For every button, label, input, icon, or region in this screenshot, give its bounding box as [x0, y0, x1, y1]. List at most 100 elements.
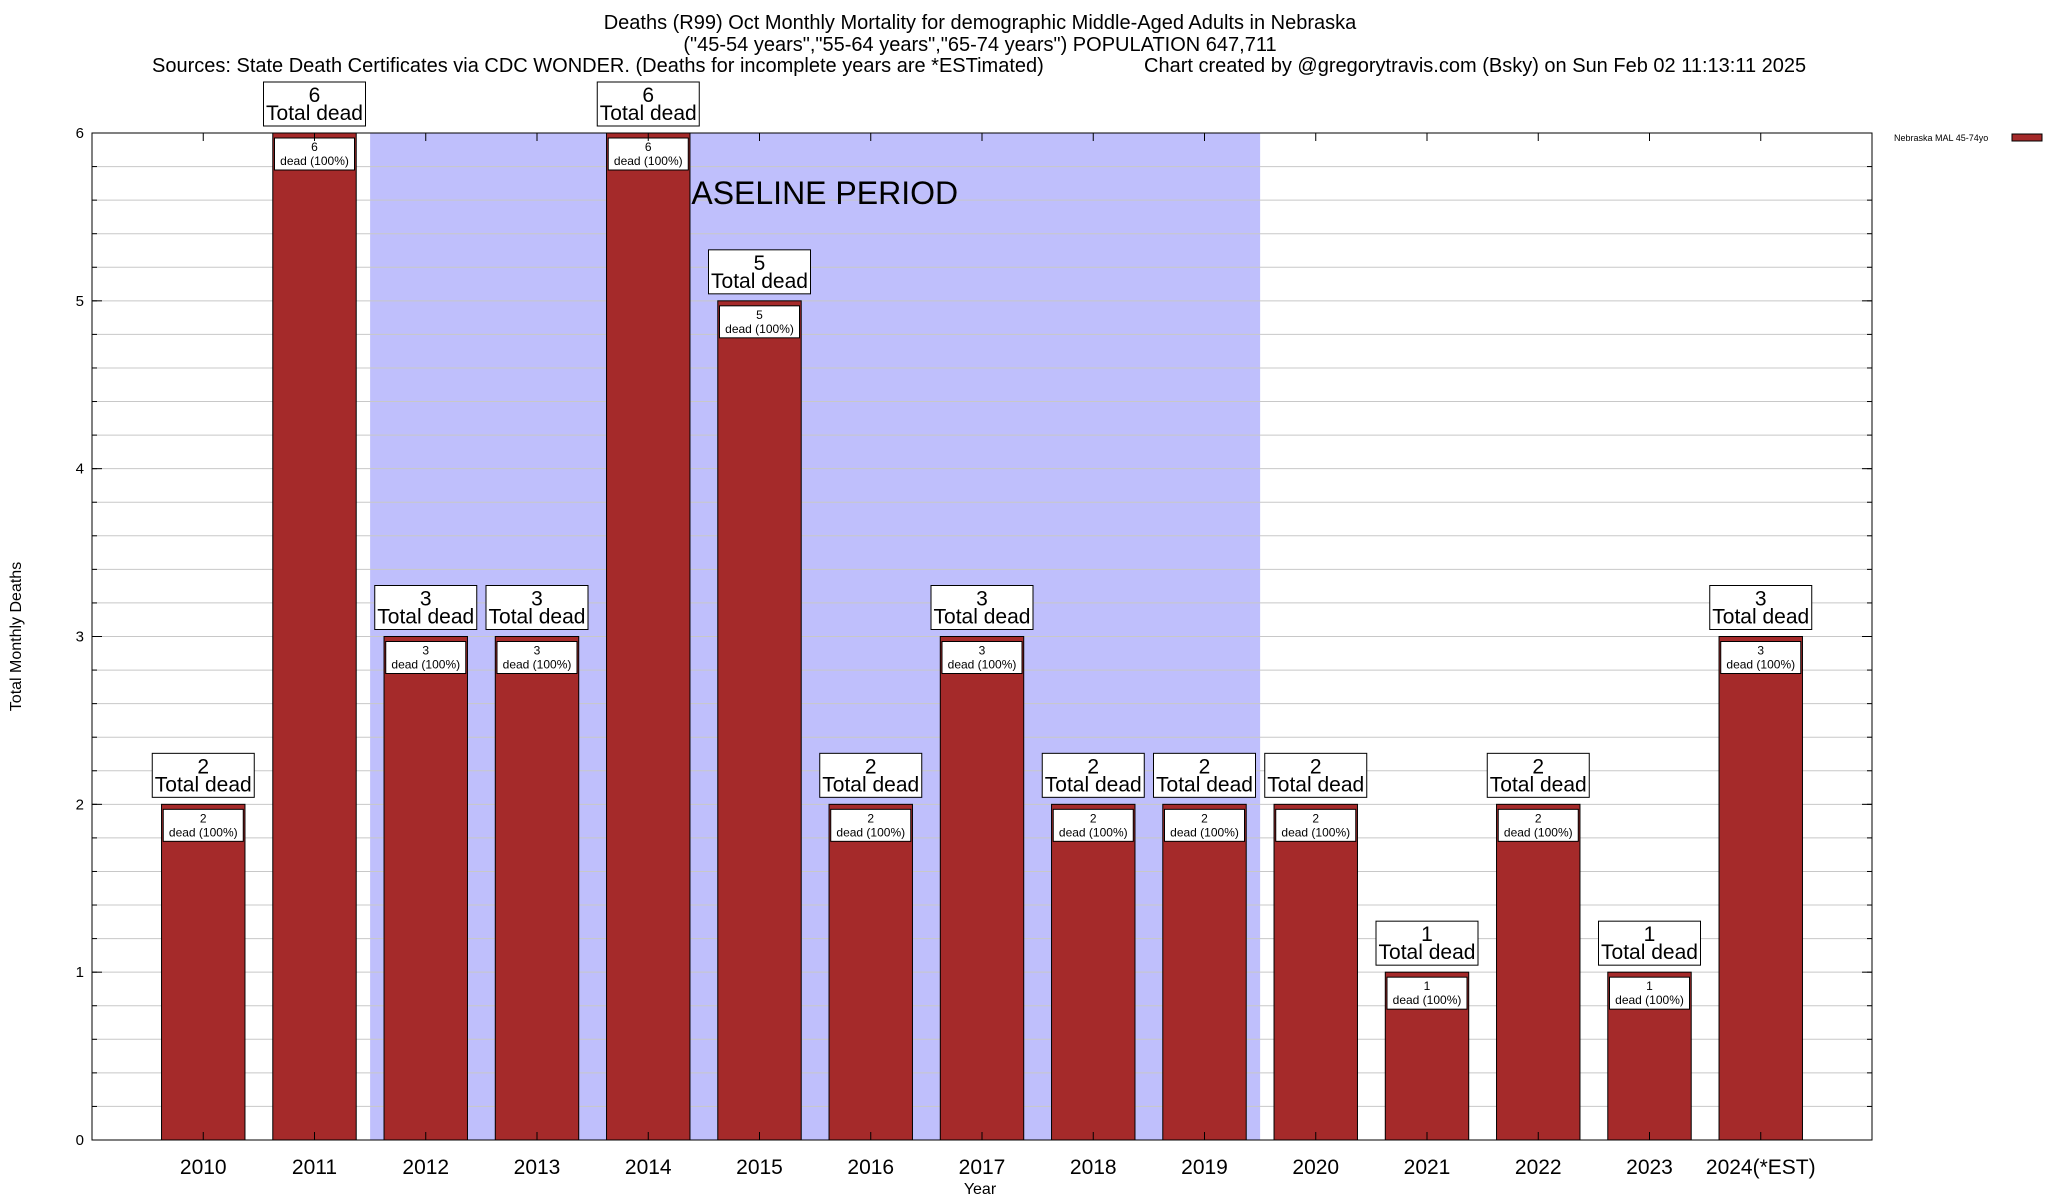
- bar-top-label-box: [151, 752, 255, 798]
- bar: [939, 636, 1025, 1141]
- bar-top-label-suffix: Total dead: [155, 773, 252, 796]
- x-tick-label: 2021: [1404, 1156, 1451, 1179]
- y-axis-label: Total Monthly Deaths: [8, 562, 25, 711]
- chart-title: Deaths (R99) Oct Monthly Mortality for d…: [603, 12, 1357, 34]
- chart-subtitle: ("45-54 years","55-64 years","65-74 year…: [683, 34, 1277, 56]
- y-tick-label: 5: [76, 293, 84, 310]
- x-tick-label: 2010: [180, 1156, 227, 1179]
- bar: [494, 636, 580, 1141]
- bar-top-label-suffix: Total dead: [934, 606, 1031, 629]
- x-tick-label: 2011: [292, 1156, 337, 1179]
- bar-inner-label-box: [1164, 808, 1245, 842]
- bar-inner-label-value: 3: [534, 644, 541, 658]
- bar-inner-label-suffix: dead (100%): [169, 825, 238, 839]
- y-tick-label: 1: [76, 964, 84, 981]
- bar-inner-label-box: [1497, 808, 1579, 842]
- bar-top-label-suffix: Total dead: [711, 270, 808, 293]
- bar-inner-label-suffix: dead (100%): [1393, 993, 1462, 1007]
- bar-top-label-suffix: Total dead: [1045, 773, 1142, 796]
- bar-top-label-value: 3: [531, 588, 543, 611]
- bar-inner-label-value: 1: [1646, 979, 1653, 993]
- bar-top-label-box: [1486, 752, 1590, 798]
- bar-inner-label-value: 2: [200, 811, 207, 825]
- chart-sources: Sources: State Death Certificates via CD…: [152, 55, 1044, 77]
- bar: [383, 636, 468, 1141]
- bar-inner-label-suffix: dead (100%): [1170, 825, 1239, 839]
- bar-top-label-value: 5: [754, 252, 766, 275]
- bar-inner-label-value: 2: [1090, 811, 1097, 825]
- x-tick-label: 2019: [1181, 1156, 1228, 1179]
- bar-top-label-value: 2: [865, 755, 877, 778]
- x-tick-label: 2014: [625, 1156, 672, 1179]
- legend: Nebraska MAL 45-74yo: [1894, 133, 2043, 143]
- bar-top-label-suffix: Total dead: [1490, 773, 1587, 796]
- bar-top-label-suffix: Total dead: [1601, 941, 1698, 964]
- bar-inner-label-value: 6: [311, 140, 318, 154]
- bar-top-label-box: [485, 585, 589, 630]
- legend-swatch: [2011, 133, 2043, 142]
- bar-inner-label-box: [941, 641, 1023, 674]
- bar-inner-label-value: 3: [979, 644, 986, 658]
- bar: [1051, 803, 1136, 1141]
- y-tick-label: 6: [76, 125, 84, 142]
- y-tick-label: 3: [76, 629, 84, 646]
- bar-top-label-box: [1709, 585, 1813, 630]
- bar-inner-label-suffix: dead (100%): [614, 154, 683, 168]
- bar-top-label-value: 6: [642, 84, 654, 107]
- bar-inner-label-box: [1052, 808, 1134, 842]
- bar-top-label-value: 2: [1532, 755, 1544, 778]
- x-tick-label: 2022: [1515, 1156, 1562, 1179]
- bar-top-label-box: [1598, 920, 1701, 966]
- baseline-period-label: BASELINE PERIOD: [670, 175, 958, 211]
- bar-top-label-box: [1264, 752, 1368, 798]
- bar-inner-label-suffix: dead (100%): [948, 658, 1017, 672]
- y-tick-label: 4: [76, 461, 84, 478]
- bar-inner-label-suffix: dead (100%): [503, 658, 572, 672]
- bar: [1273, 803, 1358, 1141]
- x-tick-label: 2013: [514, 1156, 561, 1179]
- y-axis-ticks: 0 1 2 3 4 5 6: [76, 125, 1872, 1149]
- x-tick-label: 2024(*EST): [1706, 1156, 1816, 1179]
- bar-inner-label-value: 2: [1312, 811, 1319, 825]
- bar-top-label-suffix: Total dead: [489, 606, 586, 629]
- bar-inner-label-box: [1609, 976, 1690, 1010]
- bar-top-label-suffix: Total dead: [600, 102, 697, 125]
- bar: [161, 803, 246, 1141]
- bar-inner-label-box: [1386, 976, 1468, 1010]
- bar-inner-label-box: [607, 137, 689, 171]
- bar-top-label-suffix: Total dead: [1267, 773, 1364, 796]
- bar-inner-label-value: 2: [867, 811, 874, 825]
- bar: [717, 300, 802, 1141]
- x-tick-label: 2020: [1292, 1156, 1339, 1179]
- bar-top-label-box: [1375, 920, 1479, 966]
- bar-top-label-suffix: Total dead: [1379, 941, 1476, 964]
- bar-inner-label-suffix: dead (100%): [391, 658, 460, 672]
- y-tick-label: 0: [76, 1132, 84, 1149]
- bar-inner-label-value: 5: [756, 308, 763, 322]
- bar-inner-label-suffix: dead (100%): [1059, 825, 1128, 839]
- bar-top-label-suffix: Total dead: [1156, 773, 1253, 796]
- bar-inner-label-box: [274, 137, 355, 171]
- bar-top-label-value: 2: [1087, 755, 1099, 778]
- bar-inner-label-value: 1: [1424, 979, 1431, 993]
- x-tick-label: 2012: [402, 1156, 449, 1179]
- bar-top-label-suffix: Total dead: [266, 102, 363, 125]
- bar-inner-label-box: [719, 305, 800, 339]
- bar-inner-label-box: [162, 808, 244, 842]
- bar-top-label-box: [930, 585, 1034, 630]
- bar-top-label-value: 1: [1421, 923, 1433, 946]
- bar-inner-label-suffix: dead (100%): [1504, 825, 1573, 839]
- bar-top-label-value: 3: [1755, 588, 1767, 611]
- bar-top-label-suffix: Total dead: [822, 773, 919, 796]
- bar: [272, 132, 357, 1141]
- x-tick-label: 2023: [1626, 1156, 1673, 1179]
- bar-top-label-value: 3: [420, 588, 432, 611]
- bar-top-label-value: 1: [1644, 923, 1656, 946]
- bar-top-label-box: [708, 249, 811, 295]
- bar-top-label-box: [263, 81, 366, 127]
- bar-top-label-box: [1153, 752, 1256, 798]
- legend-label: Nebraska MAL 45-74yo: [1894, 133, 1988, 143]
